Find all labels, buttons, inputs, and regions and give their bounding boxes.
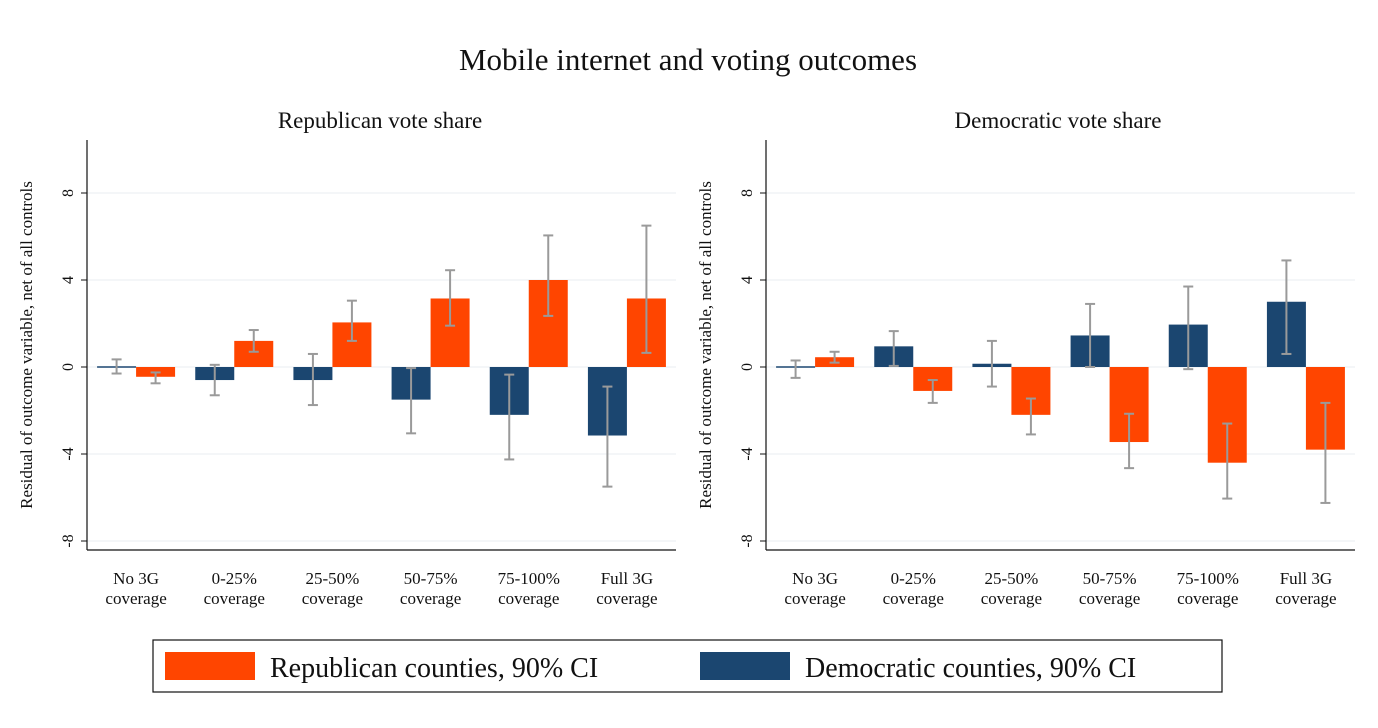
x-tick-label: 75-100% (498, 569, 560, 588)
x-tick-label: coverage (105, 589, 166, 608)
x-tick-label: Full 3G (601, 569, 653, 588)
x-tick-label: 50-75% (404, 569, 458, 588)
legend-label-democratic: Democratic counties, 90% CI (805, 653, 1136, 684)
y-tick-label: -8 (60, 534, 77, 547)
y-axis-label: Residual of outcome variable, net of all… (17, 181, 36, 509)
x-tick-label: coverage (883, 589, 944, 608)
y-tick-label: 8 (60, 189, 77, 197)
y-tick-label: -8 (739, 534, 756, 547)
x-tick-label: 0-25% (212, 569, 257, 588)
bar-republican (913, 367, 953, 391)
y-tick-label: 4 (739, 276, 756, 284)
x-tick-label: coverage (1275, 589, 1336, 608)
legend-label-republican: Republican counties, 90% CI (270, 653, 598, 684)
x-tick-label: 25-50% (985, 569, 1039, 588)
x-tick-label: coverage (302, 589, 363, 608)
x-tick-label: coverage (1079, 589, 1140, 608)
legend: Republican counties, 90% CI Democratic c… (152, 639, 1223, 693)
x-tick-label: coverage (596, 589, 657, 608)
figure-title: Mobile internet and voting outcomes (459, 42, 917, 77)
panel-title: Republican vote share (278, 108, 482, 133)
x-tick-label: No 3G (113, 569, 159, 588)
y-axis-label: Residual of outcome variable, net of all… (696, 181, 715, 509)
x-tick-label: 0-25% (891, 569, 936, 588)
x-tick-label: No 3G (792, 569, 838, 588)
legend-swatch-democratic (700, 652, 790, 680)
y-tick-label: -4 (739, 447, 756, 460)
panel-democratic: Democratic vote share 8 4 0 -4 -8 Residual of … (696, 108, 1355, 608)
y-tick-label: 8 (739, 189, 756, 197)
x-tick-label: 25-50% (306, 569, 360, 588)
y-tick-label: 0 (739, 363, 756, 371)
y-tick-label: 0 (60, 363, 77, 371)
x-tick-label: coverage (498, 589, 559, 608)
x-tick-label: coverage (400, 589, 461, 608)
x-tick-label: coverage (981, 589, 1042, 608)
y-tick-label: 4 (60, 276, 77, 284)
panel-republican: Republican vote share 8 4 0 -4 -8 Residual of … (17, 108, 676, 608)
x-tick-label: Full 3G (1280, 569, 1332, 588)
x-tick-label: 50-75% (1083, 569, 1137, 588)
legend-box (152, 639, 1223, 693)
legend-swatch-republican (165, 652, 255, 680)
x-tick-label: coverage (784, 589, 845, 608)
x-tick-label: coverage (204, 589, 265, 608)
panel-title: Democratic vote share (955, 108, 1162, 133)
y-tick-label: -4 (60, 447, 77, 460)
x-tick-label: coverage (1177, 589, 1238, 608)
x-tick-label: 75-100% (1177, 569, 1239, 588)
